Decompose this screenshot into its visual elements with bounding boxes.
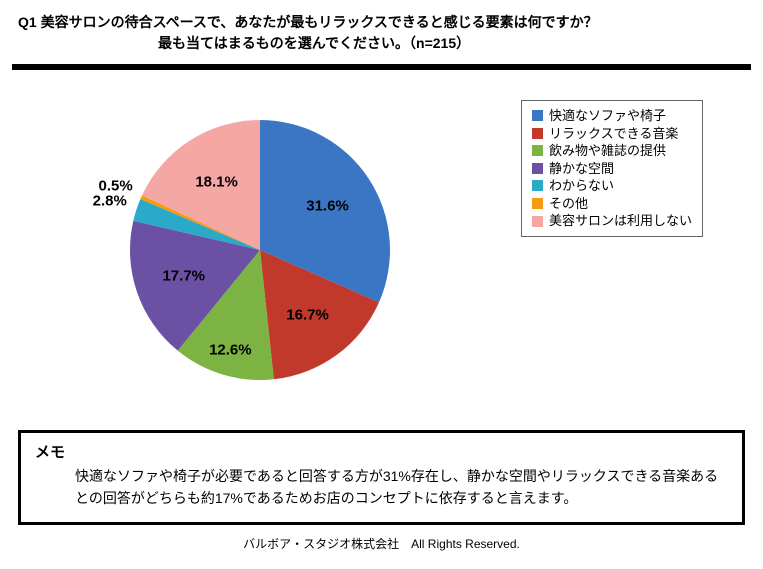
- title-line-2: 最も当てはまるものを選んでください。（n=215）: [18, 33, 745, 54]
- pie-slice-label: 2.8%: [93, 193, 127, 210]
- legend-swatch: [532, 216, 543, 227]
- pie-slice-label: 12.6%: [209, 341, 252, 358]
- legend-swatch: [532, 163, 543, 174]
- pie-slice-label: 17.7%: [162, 268, 205, 285]
- pie-slice-label: 31.6%: [306, 197, 349, 214]
- memo-text: 快適なソファや椅子が必要であると回答する方が31%存在し、静かな空間やリラックス…: [35, 465, 728, 510]
- pie-chart: 31.6%16.7%12.6%17.7%2.8%0.5%18.1%: [120, 110, 400, 390]
- pie-chart-area: 31.6% 16.7% 12.6% 17.7% 2.8%0.5% 18.1% 快適なソファ…: [0, 70, 763, 430]
- legend-label: 飲み物や雑誌の提供: [549, 142, 666, 160]
- legend-label: 快適なソファや椅子: [549, 107, 666, 125]
- pie-slice-label: 16.7%: [286, 307, 329, 324]
- memo-label: メモ: [35, 444, 65, 461]
- footer-copyright: バルボア・スタジオ株式会社 All Rights Reserved.: [0, 525, 763, 552]
- legend-swatch: [532, 198, 543, 209]
- legend-item: 飲み物や雑誌の提供: [532, 142, 692, 160]
- pie-slice-label: 18.1%: [195, 174, 238, 191]
- memo-box: メモ 快適なソファや椅子が必要であると回答する方が31%存在し、静かな空間やリラ…: [18, 430, 745, 525]
- legend-item: わからない: [532, 177, 692, 195]
- legend-item: その他: [532, 195, 692, 213]
- question-title: Q1 美容サロンの待合スペースで、あなたが最もリラックスできると感じる要素は何で…: [0, 0, 763, 60]
- legend-item: 静かな空間: [532, 160, 692, 178]
- page-root: Q1 美容サロンの待合スペースで、あなたが最もリラックスできると感じる要素は何で…: [0, 0, 763, 569]
- legend-label: 美容サロンは利用しない: [549, 212, 692, 230]
- legend-label: リラックスできる音楽: [549, 125, 678, 143]
- legend-swatch: [532, 110, 543, 121]
- legend-item: 快適なソファや椅子: [532, 107, 692, 125]
- legend-label: 静かな空間: [549, 160, 614, 178]
- legend-label: その他: [549, 195, 588, 213]
- title-line-1: Q1 美容サロンの待合スペースで、あなたが最もリラックスできると感じる要素は何で…: [18, 12, 745, 33]
- legend-item: リラックスできる音楽: [532, 125, 692, 143]
- legend-item: 美容サロンは利用しない: [532, 212, 692, 230]
- legend-swatch: [532, 180, 543, 191]
- pie-svg: [120, 110, 400, 390]
- chart-legend: 快適なソファや椅子リラックスできる音楽飲み物や雑誌の提供静かな空間わからないその…: [521, 100, 703, 237]
- legend-swatch: [532, 145, 543, 156]
- legend-label: わからない: [549, 177, 614, 195]
- legend-swatch: [532, 128, 543, 139]
- pie-slice-label: 0.5%: [98, 177, 132, 194]
